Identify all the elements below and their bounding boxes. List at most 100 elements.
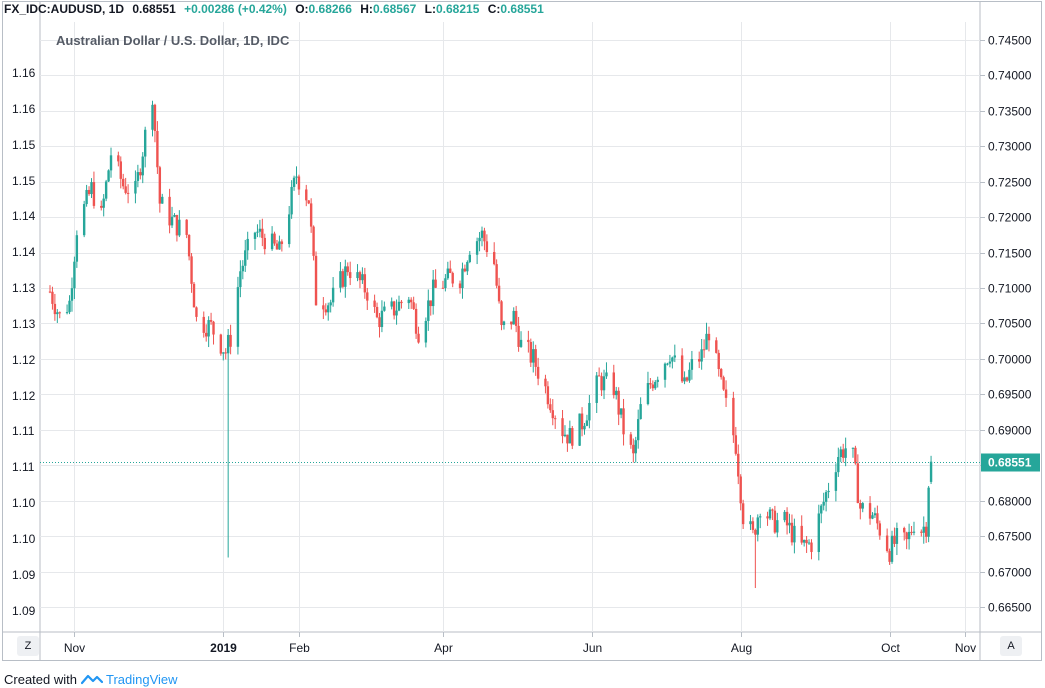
candle-body <box>702 349 706 351</box>
left-tick-label: 1.14 <box>12 245 36 259</box>
candle <box>666 362 669 366</box>
candle-body <box>222 352 225 354</box>
candle <box>715 337 718 354</box>
candle <box>910 525 913 536</box>
candle <box>717 349 720 377</box>
candle-body <box>632 444 635 454</box>
candle-body <box>732 397 735 436</box>
candle <box>622 398 625 446</box>
candle <box>673 344 677 363</box>
candle <box>392 300 396 320</box>
candle-body <box>719 369 723 378</box>
candle-body <box>868 503 872 519</box>
candle-body <box>580 413 584 430</box>
candle <box>244 239 247 272</box>
zoom-reset-button[interactable]: Z <box>17 636 39 656</box>
last-price-badge <box>981 453 1040 472</box>
candle <box>297 174 301 195</box>
candle-body <box>871 515 874 519</box>
candle <box>329 299 332 313</box>
candle-body <box>673 355 677 358</box>
candle <box>324 303 327 316</box>
created-with-text: Created with <box>4 671 77 687</box>
candle-body <box>104 181 108 199</box>
candle <box>339 262 342 293</box>
candle-body <box>671 357 674 362</box>
candle-body <box>927 487 930 537</box>
candle <box>512 307 515 325</box>
candle-body <box>65 312 69 314</box>
tradingview-brand[interactable]: TradingView <box>80 672 178 687</box>
candle-body <box>820 505 823 514</box>
candle <box>876 505 879 530</box>
symbol-name[interactable]: FX_IDC:AUDUSD, 1D <box>4 2 125 16</box>
candle-body <box>314 255 318 306</box>
candle <box>868 496 872 525</box>
candle <box>446 261 450 280</box>
candle <box>104 179 108 202</box>
candle-body <box>776 520 779 533</box>
time-tick-label: Nov <box>955 641 976 655</box>
candle <box>571 425 574 450</box>
candle-body <box>341 271 345 287</box>
close-label: C: <box>487 2 501 16</box>
candle-body <box>346 266 349 273</box>
candle-body <box>773 510 777 533</box>
candle <box>588 394 591 429</box>
candle <box>107 169 110 182</box>
candle <box>788 513 791 534</box>
right-tick-label: 0.74000 <box>988 69 1032 83</box>
candle <box>617 387 620 426</box>
candle <box>912 521 916 536</box>
candle-body <box>239 271 242 288</box>
candle <box>85 184 88 207</box>
candle <box>790 514 794 546</box>
candle <box>649 378 652 389</box>
candle-body <box>70 288 74 301</box>
candle-body <box>390 301 393 307</box>
candle-body <box>903 528 906 533</box>
candle <box>822 492 825 511</box>
candle <box>290 180 293 219</box>
candle <box>546 381 550 409</box>
candle-body <box>649 383 652 385</box>
tradingview-logo-icon <box>80 674 103 685</box>
left-tick-label: 1.16 <box>12 102 36 116</box>
left-tick-label: 1.15 <box>12 138 36 152</box>
candle <box>536 357 540 386</box>
candle <box>312 225 315 261</box>
candle-body <box>842 449 845 458</box>
candle-body <box>139 172 142 176</box>
candle-body <box>236 287 240 347</box>
candle-body <box>837 456 840 473</box>
candle <box>161 193 164 204</box>
candle <box>275 239 279 250</box>
candle-body <box>717 352 720 370</box>
candle-body <box>309 203 313 227</box>
candle-body <box>756 517 759 535</box>
candle-body <box>68 300 71 313</box>
candle-body <box>741 503 745 525</box>
candle-body <box>451 272 454 284</box>
candle-body <box>102 198 105 208</box>
candle-body <box>856 463 860 504</box>
candle <box>256 224 259 238</box>
candle <box>690 350 694 380</box>
candle-body <box>207 320 210 337</box>
candle <box>219 333 223 356</box>
candle <box>461 262 464 299</box>
candle <box>924 521 928 543</box>
right-tick-label: 0.73000 <box>988 140 1032 154</box>
candle-body <box>827 490 830 493</box>
candle <box>168 188 171 234</box>
time-tick-label: Nov <box>64 641 85 655</box>
auto-scale-button[interactable]: A <box>1000 636 1022 656</box>
candle <box>314 251 318 306</box>
candle-body <box>290 186 293 215</box>
left-tick-label: 1.12 <box>12 353 36 367</box>
candle-body <box>685 377 689 381</box>
candle <box>378 312 381 338</box>
candle <box>407 296 410 309</box>
candle-body <box>615 390 618 396</box>
